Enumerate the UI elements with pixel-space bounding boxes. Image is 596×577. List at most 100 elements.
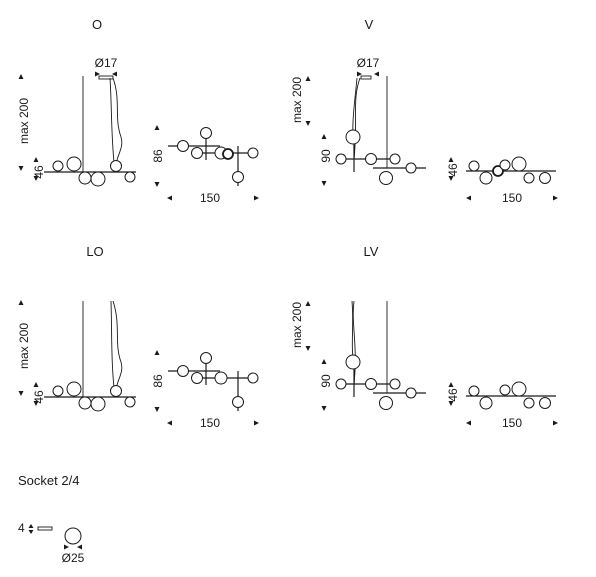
variant-o: O max 200 Ø17 46 86 [17,17,259,205]
globe [335,153,347,165]
globe [200,127,212,139]
globe [379,396,393,410]
power-cable [352,300,356,386]
socket-top-view [64,527,82,545]
variant-title-lo: LO [86,244,103,259]
variant-title-lv: LV [364,244,379,259]
socket-height-dimension-label: 4 [18,521,25,535]
width-dimension-label: 150 [200,191,220,205]
depth-dimension-label: 86 [151,374,165,388]
bar-dimension-label: 46 [32,165,46,179]
globe [52,160,64,172]
bar-arrow-icon [448,382,454,406]
globe [124,171,136,183]
plan-view-lo: 86 150 [151,350,259,430]
height-arrow-top-icon [18,300,24,305]
globe [468,160,480,172]
globe [78,396,92,410]
globe [511,156,527,172]
power-cable [353,77,361,161]
variant-lv: LV max 200 90 46 [290,244,558,430]
socket-height-arrow-icon [28,524,34,534]
globe [177,140,189,152]
globe [66,156,82,172]
height-arrow-top-icon [18,74,24,79]
globe [222,148,234,160]
elevation-view-lv: max 200 90 [290,300,426,411]
bar-arrow-icon [448,157,454,181]
globe [177,365,189,377]
socket-diameter-dimension-label: Ø25 [62,551,85,565]
elevation-view-o: max 200 Ø17 46 [17,56,136,187]
depth-dimension-label: 86 [151,149,165,163]
bar-dimension-label: 46 [446,163,460,177]
height-arrow-bottom-icon [305,121,311,126]
globe [90,396,106,412]
plan-view-lv: 46 150 [446,381,558,430]
globe [52,385,64,397]
canopy-dimension-label: Ø17 [357,56,380,70]
height-arrow-bottom-icon [18,391,24,396]
globe [539,397,551,409]
globe [345,129,361,145]
width-dimension-label: 150 [502,416,522,430]
socket-side-view [37,526,53,531]
height-dimension-label: max 200 [17,323,31,369]
globe [405,162,417,174]
bar-dimension-label: 46 [32,390,46,404]
variant-title-o: O [92,17,102,32]
height-dimension-label: max 200 [290,77,304,123]
power-cable [112,77,123,173]
plan-view-v: 46 150 [446,156,558,205]
power-cable [112,300,123,398]
globe [539,172,551,184]
globe [110,385,122,397]
bar-dimension-label: 46 [446,388,460,402]
globe [389,378,401,390]
elevation-view-lo: max 200 46 [17,300,136,412]
variant-v: V max 200 Ø17 90 46 [290,17,558,205]
globe [214,371,228,385]
globe [110,160,122,172]
globe [511,381,527,397]
bar-arrow-icon [33,157,39,181]
canopy-arrow-icon [95,71,117,77]
globe [365,378,377,390]
height-dimension-label: max 200 [290,302,304,348]
drop-dimension-label: 90 [319,374,333,388]
globe [365,153,377,165]
globe [232,171,244,183]
globe [523,397,535,409]
height-arrow-top-icon [305,301,311,306]
canopy [360,75,372,80]
globe [335,378,347,390]
globe [124,396,136,408]
globe [247,372,259,384]
power-cable-return [110,300,116,398]
globe [90,171,106,187]
variant-title-v: V [365,17,374,32]
power-cable-return [352,77,358,133]
globe [232,396,244,408]
height-dimension-label: max 200 [17,98,31,144]
globe [523,172,535,184]
bar-arrow-icon [33,382,39,406]
height-arrow-top-icon [305,76,311,81]
globe [379,171,393,185]
globe [492,165,504,177]
elevation-view-v: max 200 Ø17 90 [290,56,426,186]
globe [405,387,417,399]
globe [247,147,259,159]
globe [191,372,203,384]
socket-diameter-arrow-icon [64,544,82,550]
globe [499,159,511,171]
drop-dimension-label: 90 [319,149,333,163]
canopy-arrow-icon [357,71,379,77]
power-cable-return [109,77,116,173]
canopy [98,75,114,80]
globe [78,171,92,185]
height-arrow-bottom-icon [18,166,24,171]
globe [389,153,401,165]
socket-detail: Socket 2/4 4 Ø25 [18,473,85,565]
